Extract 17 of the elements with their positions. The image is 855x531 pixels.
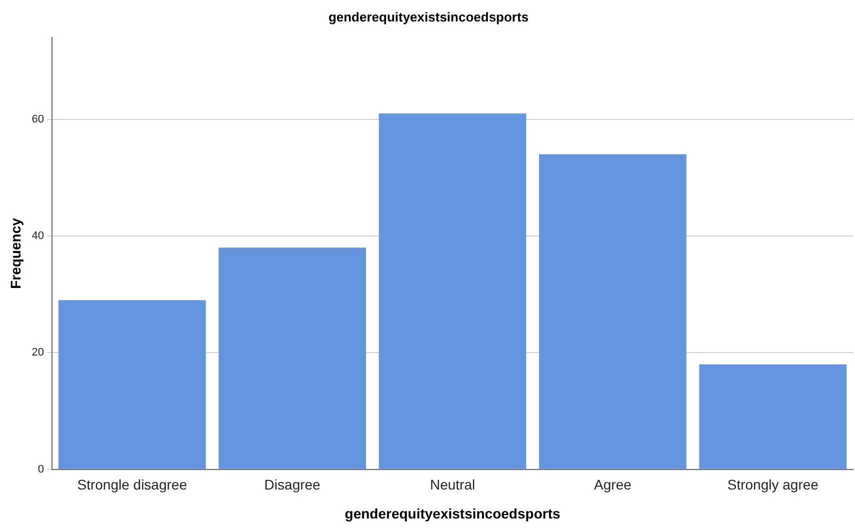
x-tick-label: Neutral bbox=[430, 476, 476, 493]
bar bbox=[539, 154, 686, 469]
y-tick-label: 40 bbox=[32, 230, 44, 242]
y-tick-label: 0 bbox=[38, 463, 44, 476]
x-tick-label: Agree bbox=[594, 476, 632, 493]
bar bbox=[58, 300, 206, 469]
x-tick-label: Disagree bbox=[264, 476, 321, 493]
chart-title: genderequityexistsincoedsports bbox=[328, 9, 529, 24]
bar bbox=[378, 113, 526, 469]
x-axis-title: genderequityexistsincoedsports bbox=[344, 505, 560, 522]
bar bbox=[218, 248, 366, 469]
x-tick-label: Strongle disagree bbox=[77, 476, 188, 493]
bar bbox=[699, 364, 847, 469]
x-tick-label: Strongly agree bbox=[727, 476, 819, 493]
y-tick-label: 20 bbox=[32, 346, 44, 359]
y-axis-title: Frequency bbox=[7, 218, 24, 289]
y-tick-label: 60 bbox=[32, 113, 44, 126]
